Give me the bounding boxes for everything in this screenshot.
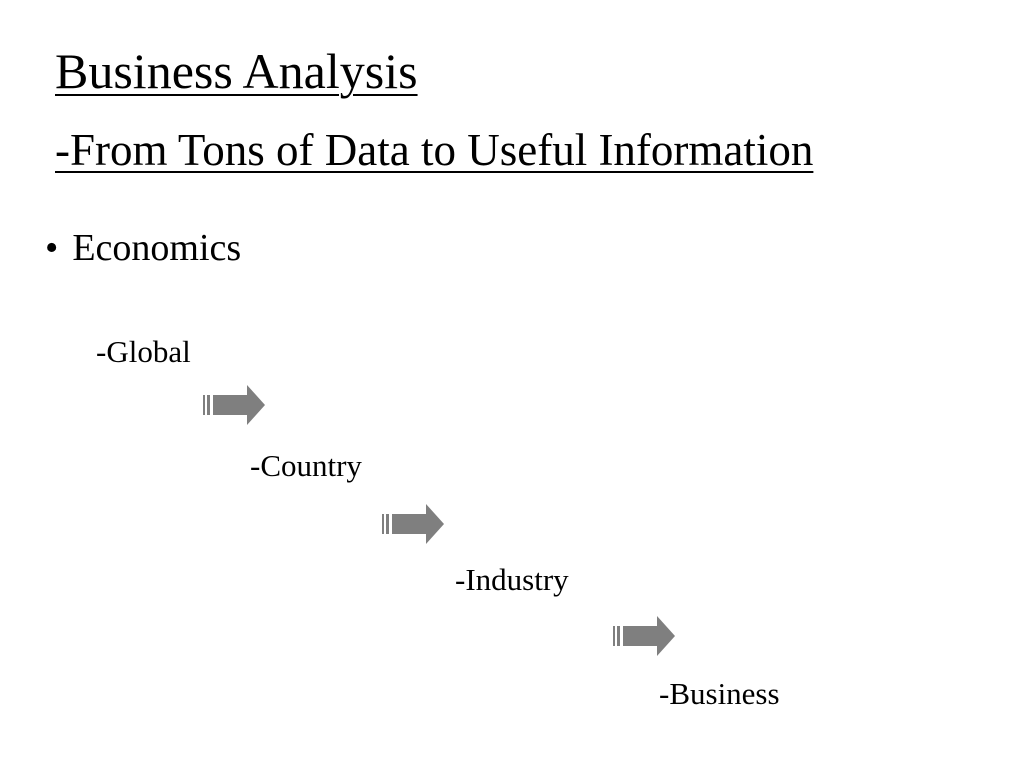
level-industry: -Industry — [455, 562, 569, 597]
slide-subtitle: -From Tons of Data to Useful Information — [55, 125, 814, 175]
level-global: -Global — [96, 334, 191, 369]
slide-title: Business Analysis — [55, 43, 418, 99]
right-arrow-icon — [613, 616, 675, 656]
right-arrow-icon — [203, 385, 265, 425]
bullet-item: • Economics — [45, 229, 241, 267]
bullet-text: Economics — [72, 227, 242, 269]
level-business: -Business — [659, 676, 780, 711]
right-arrow-icon — [382, 504, 444, 544]
bullet-marker: • — [45, 227, 59, 269]
level-country: -Country — [250, 448, 362, 483]
